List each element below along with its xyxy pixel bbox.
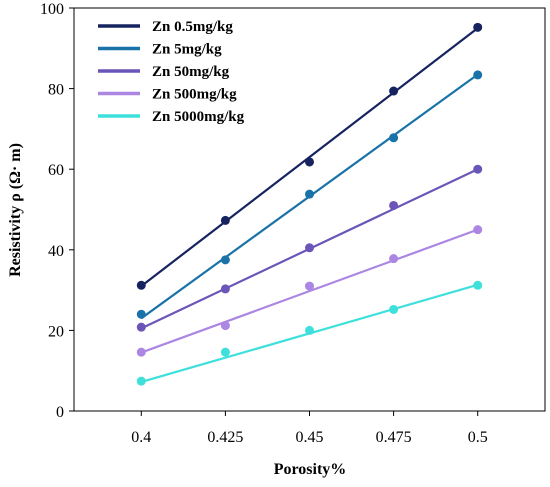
y-tick-label: 0 xyxy=(56,404,64,421)
legend-label: Zn 0.5mg/kg xyxy=(152,19,233,35)
y-tick-label: 60 xyxy=(48,162,64,179)
data-point xyxy=(473,164,483,174)
data-point xyxy=(305,157,314,167)
y-tick-label: 80 xyxy=(48,82,64,99)
data-point xyxy=(473,22,483,32)
y-tick-label: 100 xyxy=(40,1,64,18)
data-points xyxy=(136,22,483,386)
fit-line xyxy=(140,228,479,354)
data-point xyxy=(220,255,230,265)
y-tick-label: 40 xyxy=(48,243,64,260)
legend-label: Zn 50mg/kg xyxy=(152,64,230,80)
x-tick-label: 0.425 xyxy=(207,429,243,446)
data-point xyxy=(305,243,314,253)
data-point xyxy=(136,309,146,319)
data-point xyxy=(473,225,483,235)
data-point xyxy=(389,133,399,143)
data-point xyxy=(473,70,483,80)
x-axis: 0.4 0.425 0.45 0.475 0.5 xyxy=(131,411,488,446)
data-point xyxy=(220,347,230,357)
x-tick-label: 0.5 xyxy=(468,429,488,446)
legend-label: Zn 5mg/kg xyxy=(152,42,222,58)
data-point xyxy=(136,347,146,357)
data-point xyxy=(305,281,314,291)
data-point xyxy=(389,86,399,96)
legend: Zn 0.5mg/kg Zn 5mg/kg Zn 50mg/kg Zn 500mg/k… xyxy=(98,19,245,125)
data-point xyxy=(389,254,399,264)
data-point xyxy=(389,304,399,314)
x-tick-label: 0.475 xyxy=(376,429,412,446)
x-axis-title: Porosity% xyxy=(274,461,347,478)
data-point xyxy=(220,215,230,225)
data-point xyxy=(220,284,230,294)
x-tick-label: 0.45 xyxy=(296,429,324,446)
x-tick-label: 0.4 xyxy=(131,429,151,446)
legend-label: Zn 5000mg/kg xyxy=(152,109,245,125)
data-point xyxy=(136,280,146,290)
data-point xyxy=(305,325,314,335)
y-axis-title: Resistivity ρ (Ω· m) xyxy=(7,143,24,277)
y-axis: 0 20 40 60 80 100 xyxy=(40,1,74,421)
fit-line xyxy=(140,27,479,287)
data-point xyxy=(473,280,483,290)
y-tick-label: 20 xyxy=(48,323,64,340)
data-point xyxy=(305,189,314,199)
legend-label: Zn 500mg/kg xyxy=(152,87,237,103)
data-point xyxy=(389,200,399,210)
data-point xyxy=(136,322,146,332)
data-point xyxy=(220,321,230,331)
data-point xyxy=(136,376,146,386)
